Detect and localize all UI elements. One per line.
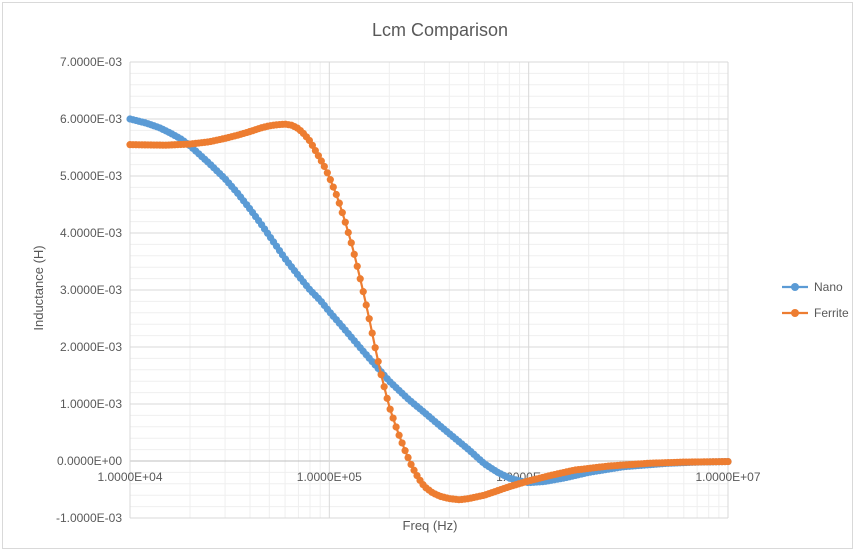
y-tick-label: 7.0000E-03 bbox=[60, 55, 122, 69]
x-axis-ticks: 1.0000E+04 1.0000E+05 1.0000E+06 1.0000E+07 bbox=[97, 470, 760, 484]
data-point bbox=[398, 439, 406, 447]
y-tick-label: 1.0000E-03 bbox=[60, 397, 122, 411]
data-point bbox=[353, 262, 361, 270]
legend: Nano Ferrite bbox=[782, 280, 849, 320]
series-ferrite bbox=[126, 120, 732, 504]
series-line bbox=[129, 123, 728, 501]
data-point bbox=[347, 239, 355, 247]
data-point bbox=[380, 383, 388, 391]
data-point bbox=[724, 457, 732, 466]
data-point bbox=[359, 288, 367, 296]
chart-title: Lcm Comparison bbox=[372, 20, 508, 40]
data-point bbox=[410, 466, 418, 474]
y-axis-ticks: 7.0000E-03 6.0000E-03 5.0000E-03 4.0000E-03… bbox=[56, 55, 122, 525]
data-point bbox=[401, 447, 409, 455]
data-point bbox=[371, 344, 379, 352]
y-tick-label: 5.0000E-03 bbox=[60, 169, 122, 183]
data-point bbox=[332, 190, 340, 199]
x-tick-label: 1.0000E+05 bbox=[297, 470, 362, 484]
data-point bbox=[404, 453, 412, 462]
y-tick-label: 6.0000E-03 bbox=[60, 112, 122, 126]
data-point bbox=[374, 357, 382, 366]
y-tick-label: 2.0000E-03 bbox=[60, 340, 122, 354]
data-point bbox=[392, 423, 400, 431]
data-point bbox=[386, 405, 394, 413]
data-point bbox=[326, 176, 334, 184]
x-tick-label: 1.0000E+07 bbox=[695, 470, 760, 484]
data-point bbox=[395, 431, 403, 439]
data-point bbox=[377, 371, 385, 379]
data-point bbox=[365, 315, 373, 323]
data-point bbox=[389, 414, 397, 422]
y-tick-label: 3.0000E-03 bbox=[60, 283, 122, 297]
data-point bbox=[323, 169, 331, 177]
data-point bbox=[344, 228, 352, 237]
data-point bbox=[368, 329, 376, 337]
y-axis-title: Inductance (H) bbox=[31, 245, 46, 330]
data-point bbox=[341, 218, 349, 226]
data-point bbox=[314, 152, 322, 160]
series-nano bbox=[126, 115, 732, 487]
data-point bbox=[350, 250, 358, 258]
data-point bbox=[383, 394, 391, 402]
x-axis-title: Freq (Hz) bbox=[403, 518, 458, 533]
legend-label: Ferrite bbox=[814, 306, 849, 320]
data-point bbox=[362, 301, 370, 309]
data-point bbox=[317, 157, 325, 165]
series-layer bbox=[126, 115, 732, 504]
data-point bbox=[407, 460, 415, 469]
legend-item-ferrite: Ferrite bbox=[782, 306, 849, 320]
data-point bbox=[356, 275, 364, 283]
major-grid bbox=[129, 61, 729, 519]
legend-swatch-marker bbox=[791, 283, 799, 291]
legend-item-nano: Nano bbox=[782, 280, 843, 294]
legend-label: Nano bbox=[814, 280, 843, 294]
chart-frame bbox=[2, 2, 853, 549]
x-tick-label: 1.0000E+04 bbox=[97, 470, 162, 484]
y-tick-label: 4.0000E-03 bbox=[60, 226, 122, 240]
legend-swatch-marker bbox=[791, 309, 799, 317]
data-point bbox=[338, 209, 346, 217]
data-point bbox=[329, 183, 337, 191]
data-point bbox=[335, 199, 343, 207]
y-tick-label: -1.0000E-03 bbox=[56, 511, 122, 525]
data-point bbox=[320, 162, 328, 171]
y-tick-label: 0.0000E+00 bbox=[57, 454, 122, 468]
